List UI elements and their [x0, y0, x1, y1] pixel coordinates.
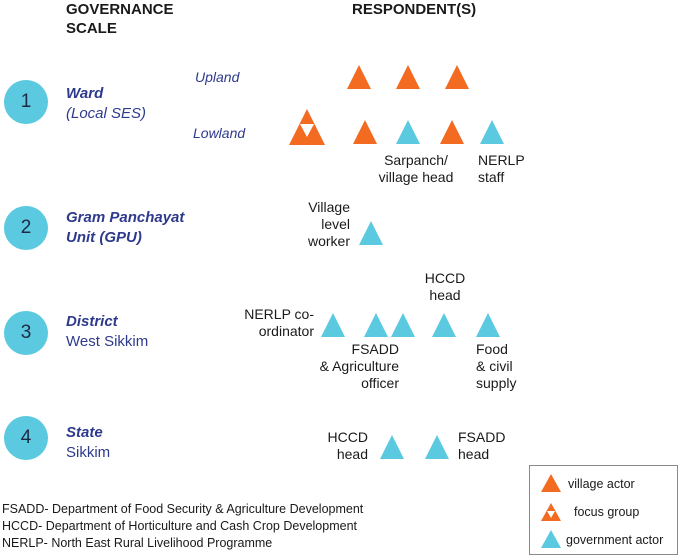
food-label-line3: supply — [476, 375, 517, 391]
level-1-label: Ward (Local SES) — [66, 84, 146, 124]
level-3-sub: West Sikkim — [66, 333, 149, 350]
government-actor-icon — [480, 120, 504, 144]
district-hccd-label-line1: HCCD — [424, 270, 466, 286]
village-actor-icon — [353, 120, 377, 144]
level-1-sub: (Local SES) — [66, 105, 147, 122]
legend-village-actor-icon — [541, 474, 561, 492]
fsadd-agriculture-officer-label: FSADD & Agriculture officer — [305, 341, 399, 392]
government-actor-icon — [432, 313, 456, 337]
focus-group-icon — [289, 109, 325, 145]
level-3-name: District — [66, 313, 118, 330]
footnote-fsadd: FSADD- Department of Food Security & Agr… — [2, 502, 364, 516]
government-actor-icon — [359, 221, 383, 245]
government-actor-icon — [396, 120, 420, 144]
sarpanch-label-line2: village head — [378, 169, 454, 185]
legend-government-actor-icon — [541, 530, 561, 548]
legend-village-actor-label: village actor — [568, 477, 635, 491]
fsadd-label-line2: & Agriculture — [319, 358, 399, 374]
government-actor-icon — [321, 313, 345, 337]
state-hccd-head-label: HCCD head — [318, 429, 368, 463]
level-2-circle: 2 — [4, 206, 48, 250]
government-actor-icon — [425, 435, 449, 459]
level-2-label: Gram Panchayat Unit (GPU) — [66, 208, 184, 248]
governance-scale-header-line1: GOVERNANCE — [66, 1, 174, 18]
government-actor-icon — [391, 313, 415, 337]
state-fsadd-label-line2: head — [458, 446, 490, 462]
vlw-label-line1: Village — [308, 199, 350, 215]
nerlp-coordinator-label: NERLP co- ordinator — [236, 306, 314, 340]
level-2-sub: Unit (GPU) — [66, 229, 142, 246]
vlw-label-line3: worker — [307, 233, 350, 249]
footnote-nerlp: NERLP- North East Rural Livelihood Progr… — [2, 536, 273, 550]
district-hccd-label-line2: head — [429, 287, 461, 303]
upland-label: Upland — [195, 69, 240, 85]
state-hccd-label-line2: head — [336, 446, 368, 462]
level-1-name: Ward — [66, 85, 104, 102]
food-label-line2: & civil — [476, 358, 513, 374]
sarpanch-label: Sarpanch/ village head — [370, 152, 462, 186]
state-hccd-label-line1: HCCD — [327, 429, 368, 445]
nerlp-coordinator-label-line2: ordinator — [258, 323, 314, 339]
village-actor-icon — [347, 65, 371, 89]
governance-scale-header-line2: SCALE — [66, 20, 117, 37]
level-4-circle: 4 — [4, 416, 48, 460]
district-hccd-head-label: HCCD head — [420, 270, 470, 304]
level-3-label: District West Sikkim — [66, 312, 148, 352]
vlw-label-line2: level — [321, 216, 350, 232]
legend-focus-group-icon — [541, 503, 561, 521]
level-1-circle: 1 — [4, 80, 48, 124]
level-4-name: State — [66, 424, 103, 441]
state-fsadd-head-label: FSADD head — [458, 429, 505, 463]
government-actor-icon — [380, 435, 404, 459]
village-actor-icon — [445, 65, 469, 89]
legend: village actor focus group government act… — [529, 465, 678, 555]
sarpanch-label-line1: Sarpanch/ — [384, 152, 448, 168]
nerlp-staff-label-line2: staff — [478, 169, 505, 185]
respondents-header: RESPONDENT(S) — [352, 1, 477, 18]
nerlp-coordinator-label-line1: NERLP co- — [244, 306, 314, 322]
village-level-worker-label: Village level worker — [270, 199, 350, 250]
food-civil-supply-label: Food & civil supply — [476, 341, 516, 392]
fsadd-label-line3: officer — [361, 375, 399, 391]
government-actor-icon — [364, 313, 388, 337]
village-actor-icon — [396, 65, 420, 89]
nerlp-staff-label-line1: NERLP — [478, 152, 525, 168]
lowland-label: Lowland — [193, 125, 246, 141]
nerlp-staff-label: NERLP staff — [478, 152, 525, 186]
footnotes: FSADD- Department of Food Security & Agr… — [2, 501, 363, 552]
state-fsadd-label-line1: FSADD — [458, 429, 506, 445]
legend-focus-group-label: focus group — [574, 505, 640, 519]
food-label-line1: Food — [476, 341, 508, 357]
level-3-circle: 3 — [4, 311, 48, 355]
legend-government-actor-label: government actor — [566, 533, 664, 547]
village-actor-icon — [440, 120, 464, 144]
level-2-name: Gram Panchayat — [66, 209, 185, 226]
governance-scale-header: GOVERNANCE SCALE — [66, 0, 174, 38]
level-4-label: State Sikkim — [66, 423, 110, 463]
fsadd-label-line1: FSADD — [351, 341, 399, 357]
level-4-sub: Sikkim — [66, 444, 111, 461]
footnote-hccd: HCCD- Department of Horticulture and Cas… — [2, 519, 358, 533]
government-actor-icon — [476, 313, 500, 337]
